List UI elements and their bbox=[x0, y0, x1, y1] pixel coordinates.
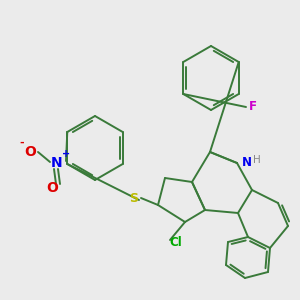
Text: N: N bbox=[51, 156, 63, 170]
Text: -: - bbox=[20, 138, 24, 148]
Text: F: F bbox=[249, 100, 257, 113]
Text: Cl: Cl bbox=[169, 236, 182, 250]
Text: O: O bbox=[24, 145, 36, 159]
Text: N: N bbox=[242, 157, 252, 169]
Text: O: O bbox=[46, 181, 58, 195]
Text: H: H bbox=[253, 155, 261, 165]
Text: +: + bbox=[62, 149, 70, 159]
Text: S: S bbox=[130, 191, 139, 205]
